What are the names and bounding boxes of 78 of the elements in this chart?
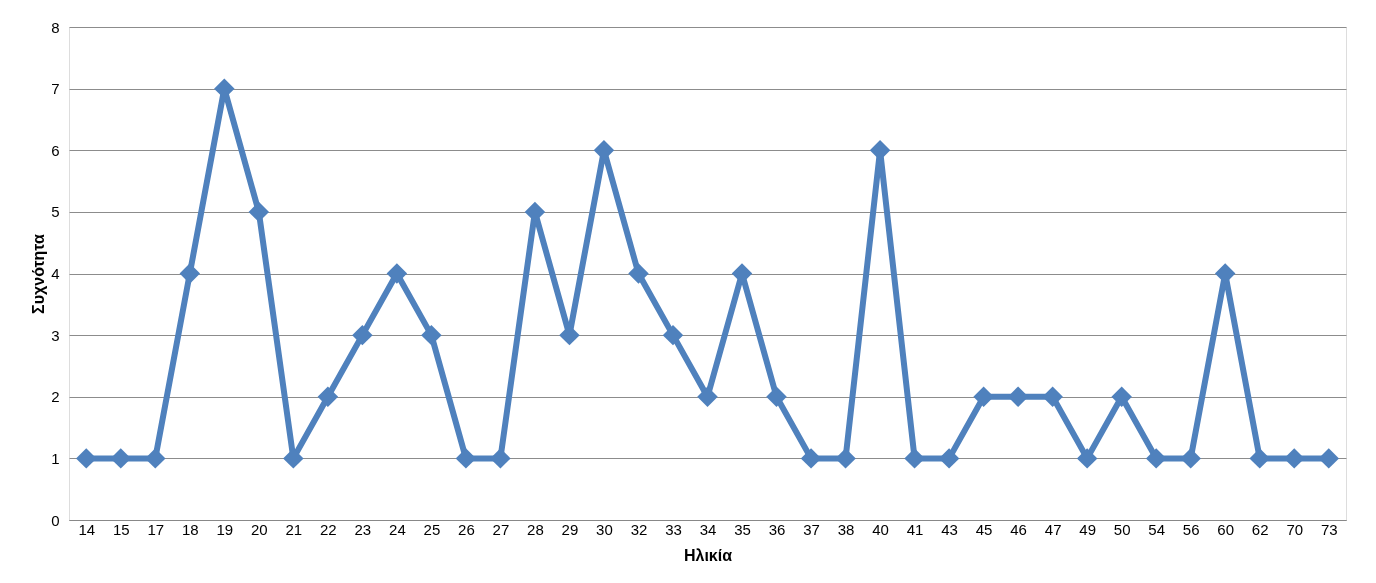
x-tick-label: 33: [665, 520, 682, 538]
y-tick-label: 7: [51, 80, 60, 98]
point: [1007, 386, 1029, 407]
point: [800, 448, 822, 469]
x-axis-title: Ηλικία: [683, 546, 733, 564]
point: [766, 386, 787, 407]
x-tick-label: 43: [941, 520, 958, 538]
x-tick-label: 56: [1182, 520, 1200, 538]
point: [835, 448, 856, 469]
x-tick-label: 34: [699, 520, 717, 538]
point: [1145, 448, 1167, 469]
point: [490, 448, 511, 469]
x-tick-label: 24: [389, 520, 406, 538]
x-tick-label: 25: [423, 520, 441, 538]
point: [317, 386, 339, 407]
x-tick-label: 62: [1251, 520, 1269, 538]
point: [283, 448, 304, 469]
y-tick-label: 1: [51, 449, 60, 467]
x-tick-label: 36: [768, 520, 786, 538]
y-tick-label: 6: [51, 141, 60, 159]
x-tick-label: 20: [250, 520, 268, 538]
point: [386, 263, 408, 284]
x-tick-label: 32: [630, 520, 648, 538]
x-tick-label: 49: [1079, 520, 1096, 538]
point: [662, 324, 684, 346]
y-axis-title: Συχνότητα: [30, 233, 48, 314]
x-tick-label: 40: [872, 520, 889, 538]
x-tick-label: 30: [596, 520, 613, 538]
x-tick-label: 23: [354, 520, 372, 538]
point: [145, 448, 166, 469]
x-tick-label: 15: [112, 520, 130, 538]
x-tick-label: 37: [803, 520, 820, 538]
x-tick-label: 29: [561, 520, 579, 538]
x-tick-label: 70: [1286, 520, 1304, 538]
point: [179, 263, 201, 284]
x-tick-label: 45: [975, 520, 993, 538]
point: [421, 324, 442, 346]
x-tick-label: 41: [906, 520, 924, 538]
x-tick-label: 18: [181, 520, 199, 538]
x-tick-label: 47: [1044, 520, 1062, 538]
point: [697, 386, 718, 407]
y-tick-label: 4: [51, 265, 60, 282]
point: [973, 386, 994, 407]
x-tick-label: 38: [837, 520, 855, 538]
point: [1180, 448, 1201, 469]
point: [1283, 448, 1305, 469]
x-tick-label: 27: [492, 520, 510, 538]
x-tick-label: 35: [734, 520, 751, 538]
x-tick-label: 19: [216, 520, 234, 538]
point: [76, 448, 97, 469]
x-tick-label: 60: [1217, 520, 1235, 538]
point: [455, 448, 477, 469]
x-tick-label: 21: [285, 520, 303, 538]
point: [352, 324, 373, 346]
y-tick-label: 5: [51, 203, 60, 221]
x-tick-label: 22: [320, 520, 337, 538]
y-tick-label: 3: [51, 326, 60, 344]
x-tick-label: 17: [147, 520, 165, 538]
point: [1111, 386, 1132, 407]
point: [628, 263, 649, 284]
x-tick-label: 50: [1113, 520, 1131, 538]
point: [1076, 448, 1098, 469]
x-tick-label: 46: [1010, 520, 1027, 538]
point: [938, 448, 960, 469]
point: [904, 448, 925, 469]
point: [1318, 448, 1339, 469]
y-tick-label: 0: [51, 511, 60, 529]
y-tick-label: 8: [51, 18, 60, 36]
x-tick-label: 28: [527, 520, 544, 538]
y-tick-label: 2: [51, 388, 60, 406]
point: [1249, 448, 1270, 469]
point: [110, 448, 132, 469]
x-tick-label: 73: [1320, 520, 1338, 538]
point: [248, 201, 270, 223]
x-tick-label: 26: [458, 520, 475, 538]
x-tick-label: 14: [78, 520, 96, 538]
point: [1042, 386, 1063, 407]
x-tick-label: 54: [1148, 520, 1166, 538]
